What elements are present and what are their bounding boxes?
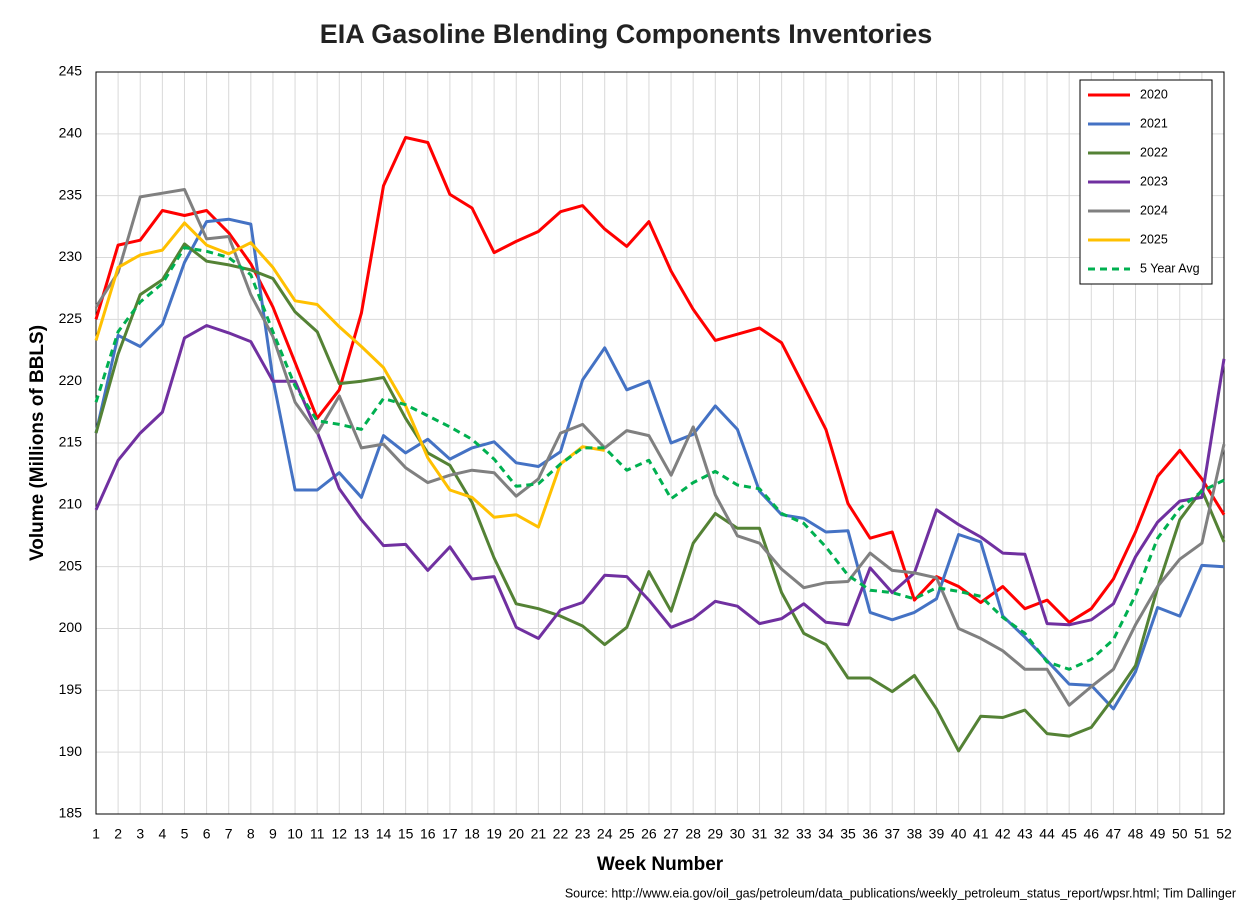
x-tick-label: 12 — [332, 826, 348, 842]
x-tick-label: 37 — [884, 826, 900, 842]
x-tick-label: 40 — [951, 826, 967, 842]
x-tick-label: 21 — [531, 826, 547, 842]
legend-label: 2025 — [1140, 232, 1168, 246]
series-line — [94, 242, 1226, 753]
y-tick-label: 220 — [59, 372, 83, 388]
x-tick-label: 9 — [269, 826, 277, 842]
x-tick-label: 51 — [1194, 826, 1210, 842]
x-tick-label: 26 — [641, 826, 657, 842]
x-tick-label: 42 — [995, 826, 1011, 842]
x-tick-label: 28 — [685, 826, 701, 842]
plot-border — [95, 71, 1225, 815]
legend-label: 5 Year Avg — [1140, 261, 1200, 275]
x-tick-label: 52 — [1216, 826, 1232, 842]
x-tick-label: 38 — [907, 826, 923, 842]
series-line — [94, 136, 1226, 624]
x-tick-label: 34 — [818, 826, 834, 842]
x-tick-label: 1 — [92, 826, 100, 842]
x-tick-label: 41 — [973, 826, 989, 842]
x-tick-label: 44 — [1039, 826, 1055, 842]
x-tick-label: 23 — [575, 826, 591, 842]
series-line — [94, 221, 605, 529]
x-tick-label: 3 — [136, 826, 144, 842]
x-tick-label: 6 — [203, 826, 211, 842]
x-tick-label: 20 — [508, 826, 524, 842]
x-tick-label: 32 — [774, 826, 790, 842]
y-tick-label: 245 — [59, 63, 83, 79]
x-tick-label: 39 — [929, 826, 945, 842]
x-tick-label: 35 — [840, 826, 856, 842]
series-line — [94, 324, 1226, 640]
y-tick-label: 205 — [59, 557, 83, 573]
x-tick-label: 48 — [1128, 826, 1144, 842]
x-tick-label: 36 — [862, 826, 878, 842]
x-tick-label: 45 — [1061, 826, 1077, 842]
y-tick-label: 210 — [59, 496, 83, 512]
series-line — [94, 246, 1225, 671]
x-tick-label: 24 — [597, 826, 613, 842]
x-tick-label: 7 — [225, 826, 233, 842]
x-tick-label: 46 — [1084, 826, 1100, 842]
x-tick-label: 22 — [553, 826, 569, 842]
x-tick-label: 13 — [354, 826, 370, 842]
x-tick-label: 27 — [663, 826, 679, 842]
x-tick-label: 17 — [442, 826, 458, 842]
legend-label: 2021 — [1140, 116, 1168, 130]
x-tick-label: 10 — [287, 826, 303, 842]
x-tick-label: 18 — [464, 826, 480, 842]
x-tick-label: 33 — [796, 826, 812, 842]
x-tick-label: 2 — [114, 826, 122, 842]
y-axis-label: Volume (Millions of BBLS) — [27, 325, 48, 561]
x-tick-label: 15 — [398, 826, 414, 842]
x-tick-label: 5 — [181, 826, 189, 842]
y-tick-label: 195 — [59, 681, 83, 697]
x-tick-label: 49 — [1150, 826, 1166, 842]
legend-label: 2022 — [1140, 145, 1168, 159]
y-tick-label: 235 — [59, 186, 83, 202]
x-tick-label: 4 — [158, 826, 166, 842]
y-tick-label: 190 — [59, 743, 83, 759]
x-tick-label: 11 — [310, 826, 325, 842]
y-tick-label: 230 — [59, 248, 83, 264]
source-note: Source: http://www.eia.gov/oil_gas/petro… — [565, 886, 1236, 900]
x-tick-label: 29 — [708, 826, 724, 842]
y-tick-label: 225 — [59, 310, 83, 326]
x-tick-label: 47 — [1106, 826, 1122, 842]
series-line — [94, 188, 1226, 707]
x-tick-label: 19 — [486, 826, 502, 842]
legend-label: 2020 — [1140, 87, 1168, 101]
y-tick-label: 185 — [59, 805, 83, 821]
x-tick-label: 31 — [752, 826, 768, 842]
x-axis-label: Week Number — [597, 854, 724, 875]
legend-label: 2023 — [1140, 174, 1168, 188]
y-tick-label: 200 — [59, 619, 83, 635]
x-tick-label: 14 — [376, 826, 392, 842]
x-tick-label: 8 — [247, 826, 255, 842]
x-tick-label: 30 — [730, 826, 746, 842]
x-tick-label: 50 — [1172, 826, 1188, 842]
x-tick-label: 43 — [1017, 826, 1033, 842]
chart-title: EIA Gasoline Blending Components Invento… — [320, 19, 933, 49]
x-tick-label: 16 — [420, 826, 436, 842]
legend-label: 2024 — [1140, 203, 1168, 217]
x-tick-label: 25 — [619, 826, 635, 842]
y-tick-label: 215 — [59, 434, 83, 450]
y-tick-label: 240 — [59, 125, 83, 141]
